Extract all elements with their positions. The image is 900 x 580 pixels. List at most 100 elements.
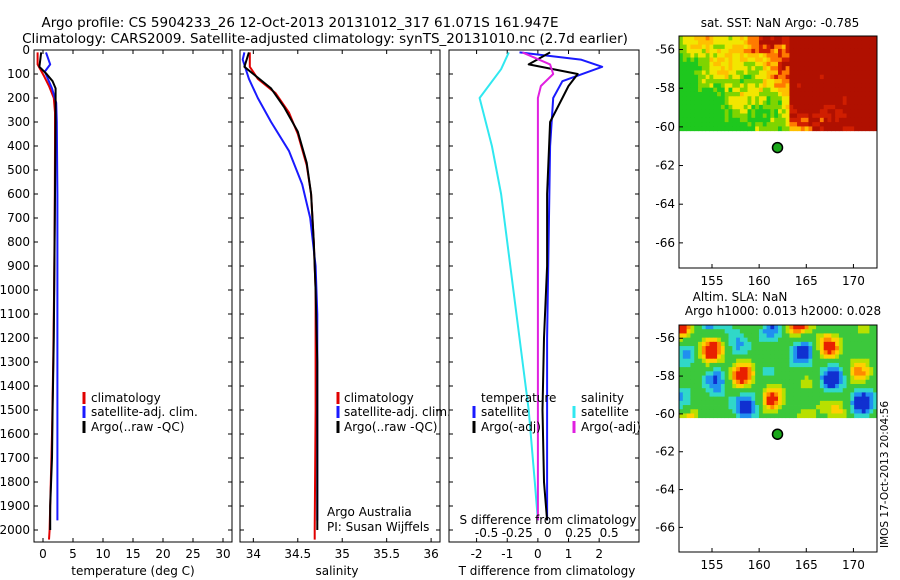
heatmap-cell [808, 362, 813, 368]
heatmap-cell [739, 83, 745, 89]
heatmap-cell [778, 375, 783, 381]
heatmap-cell [717, 91, 722, 97]
heatmap-cell [774, 126, 779, 132]
heatmap-cell [732, 126, 737, 132]
heatmap-cell [869, 83, 874, 89]
heatmap-cell [770, 91, 775, 97]
heatmap-cell [827, 117, 832, 123]
x-tick-label-top: -0.5 [475, 526, 498, 540]
heatmap-cell [743, 341, 748, 347]
heatmap-cell [797, 100, 802, 106]
salinity-panel: 34 34.5 35 35.5 36 salinity climatology sate… [239, 49, 451, 578]
heatmap-cell [720, 57, 726, 63]
heatmap-cell [766, 83, 771, 89]
heatmap-cell [755, 53, 760, 58]
heatmap-cell [679, 122, 684, 127]
heatmap-cell [713, 350, 718, 355]
heatmap-cell [705, 36, 710, 41]
heatmap-cell [861, 83, 866, 89]
heatmap-cell [800, 388, 806, 393]
heatmap-cell [850, 371, 855, 376]
heatmap-cell [831, 44, 836, 50]
heatmap-cell [861, 333, 866, 339]
heatmap-cell [713, 325, 718, 330]
heatmap-cell [724, 346, 729, 351]
heatmap-cell [812, 57, 817, 63]
heatmap-cell [865, 405, 870, 410]
heatmap-cell [758, 388, 764, 393]
heatmap-cell [709, 48, 714, 54]
heatmap-cell [797, 113, 802, 119]
heatmap-cell [686, 388, 691, 393]
heatmap-cell [728, 113, 733, 119]
heatmap-cell [842, 358, 847, 364]
heatmap-cell [682, 117, 688, 123]
heatmap-cell [869, 350, 874, 355]
heatmap-cell [846, 126, 851, 132]
heatmap-cell [755, 122, 760, 127]
heatmap-cell [736, 61, 741, 67]
heatmap-cell [705, 117, 710, 123]
x-tick-label: 35.5 [373, 547, 400, 561]
heatmap-cell [850, 57, 855, 63]
heatmap-cell [686, 346, 691, 351]
heatmap-cell [808, 354, 813, 360]
heatmap-cell [766, 333, 771, 339]
heatmap-cell [709, 409, 714, 414]
heatmap-cell [842, 337, 847, 343]
heatmap-cell [701, 44, 707, 50]
heatmap-cell [709, 383, 714, 389]
heatmap-cell [857, 371, 863, 376]
heatmap-cell [808, 383, 813, 389]
heatmap-cell [739, 400, 745, 406]
heatmap-cell [785, 53, 790, 58]
heatmap-cell [694, 337, 699, 343]
heatmap-cell [823, 40, 828, 46]
heatmap-cell [751, 325, 756, 330]
heatmap-cell [842, 396, 847, 402]
heatmap-cell [751, 383, 756, 389]
heatmap-cell [720, 388, 726, 393]
heatmap-cell [739, 91, 745, 97]
heatmap-cell [800, 367, 806, 372]
heatmap-cell [793, 96, 798, 101]
heatmap-cell [774, 61, 779, 67]
heatmap-cell [800, 346, 806, 351]
heatmap-cell [717, 79, 722, 84]
heatmap-cell [709, 53, 714, 58]
heatmap-cell [743, 325, 748, 330]
heatmap-cell [823, 122, 828, 127]
heatmap-cell [732, 83, 737, 89]
heatmap-cell [694, 70, 699, 76]
heatmap-cell [724, 400, 729, 406]
heatmap-cell [747, 126, 752, 132]
heatmap-cell [865, 40, 870, 46]
heatmap-cell [705, 70, 710, 76]
heatmap-cell [774, 100, 779, 106]
heatmap-cell [827, 74, 832, 80]
heatmap-cell [789, 40, 794, 46]
y-tick-label: -62 [655, 445, 675, 459]
heatmap-cell [869, 375, 874, 381]
heatmap-cell [873, 122, 878, 127]
heatmap-cell [857, 91, 863, 97]
heatmap-cell [869, 100, 874, 106]
x-tick-label: 1 [565, 547, 573, 561]
heatmap-cell [774, 409, 779, 414]
heatmap-cell [774, 57, 779, 63]
heatmap-cell [873, 325, 878, 330]
heatmap-cell [804, 388, 809, 393]
sst-map-heatmap [679, 36, 878, 132]
heatmap-cell [808, 392, 813, 398]
heatmap-cell [804, 367, 809, 372]
heatmap-cell [778, 113, 783, 119]
salinity-axes-frame [239, 49, 441, 543]
heatmap-cell [709, 367, 714, 372]
heatmap-cell [869, 405, 874, 410]
heatmap-cell [686, 383, 691, 389]
heatmap-cell [816, 100, 821, 106]
heatmap-cell [804, 333, 809, 339]
heatmap-cell [720, 379, 726, 385]
heatmap-cell [842, 333, 847, 339]
heatmap-cell [755, 104, 760, 110]
